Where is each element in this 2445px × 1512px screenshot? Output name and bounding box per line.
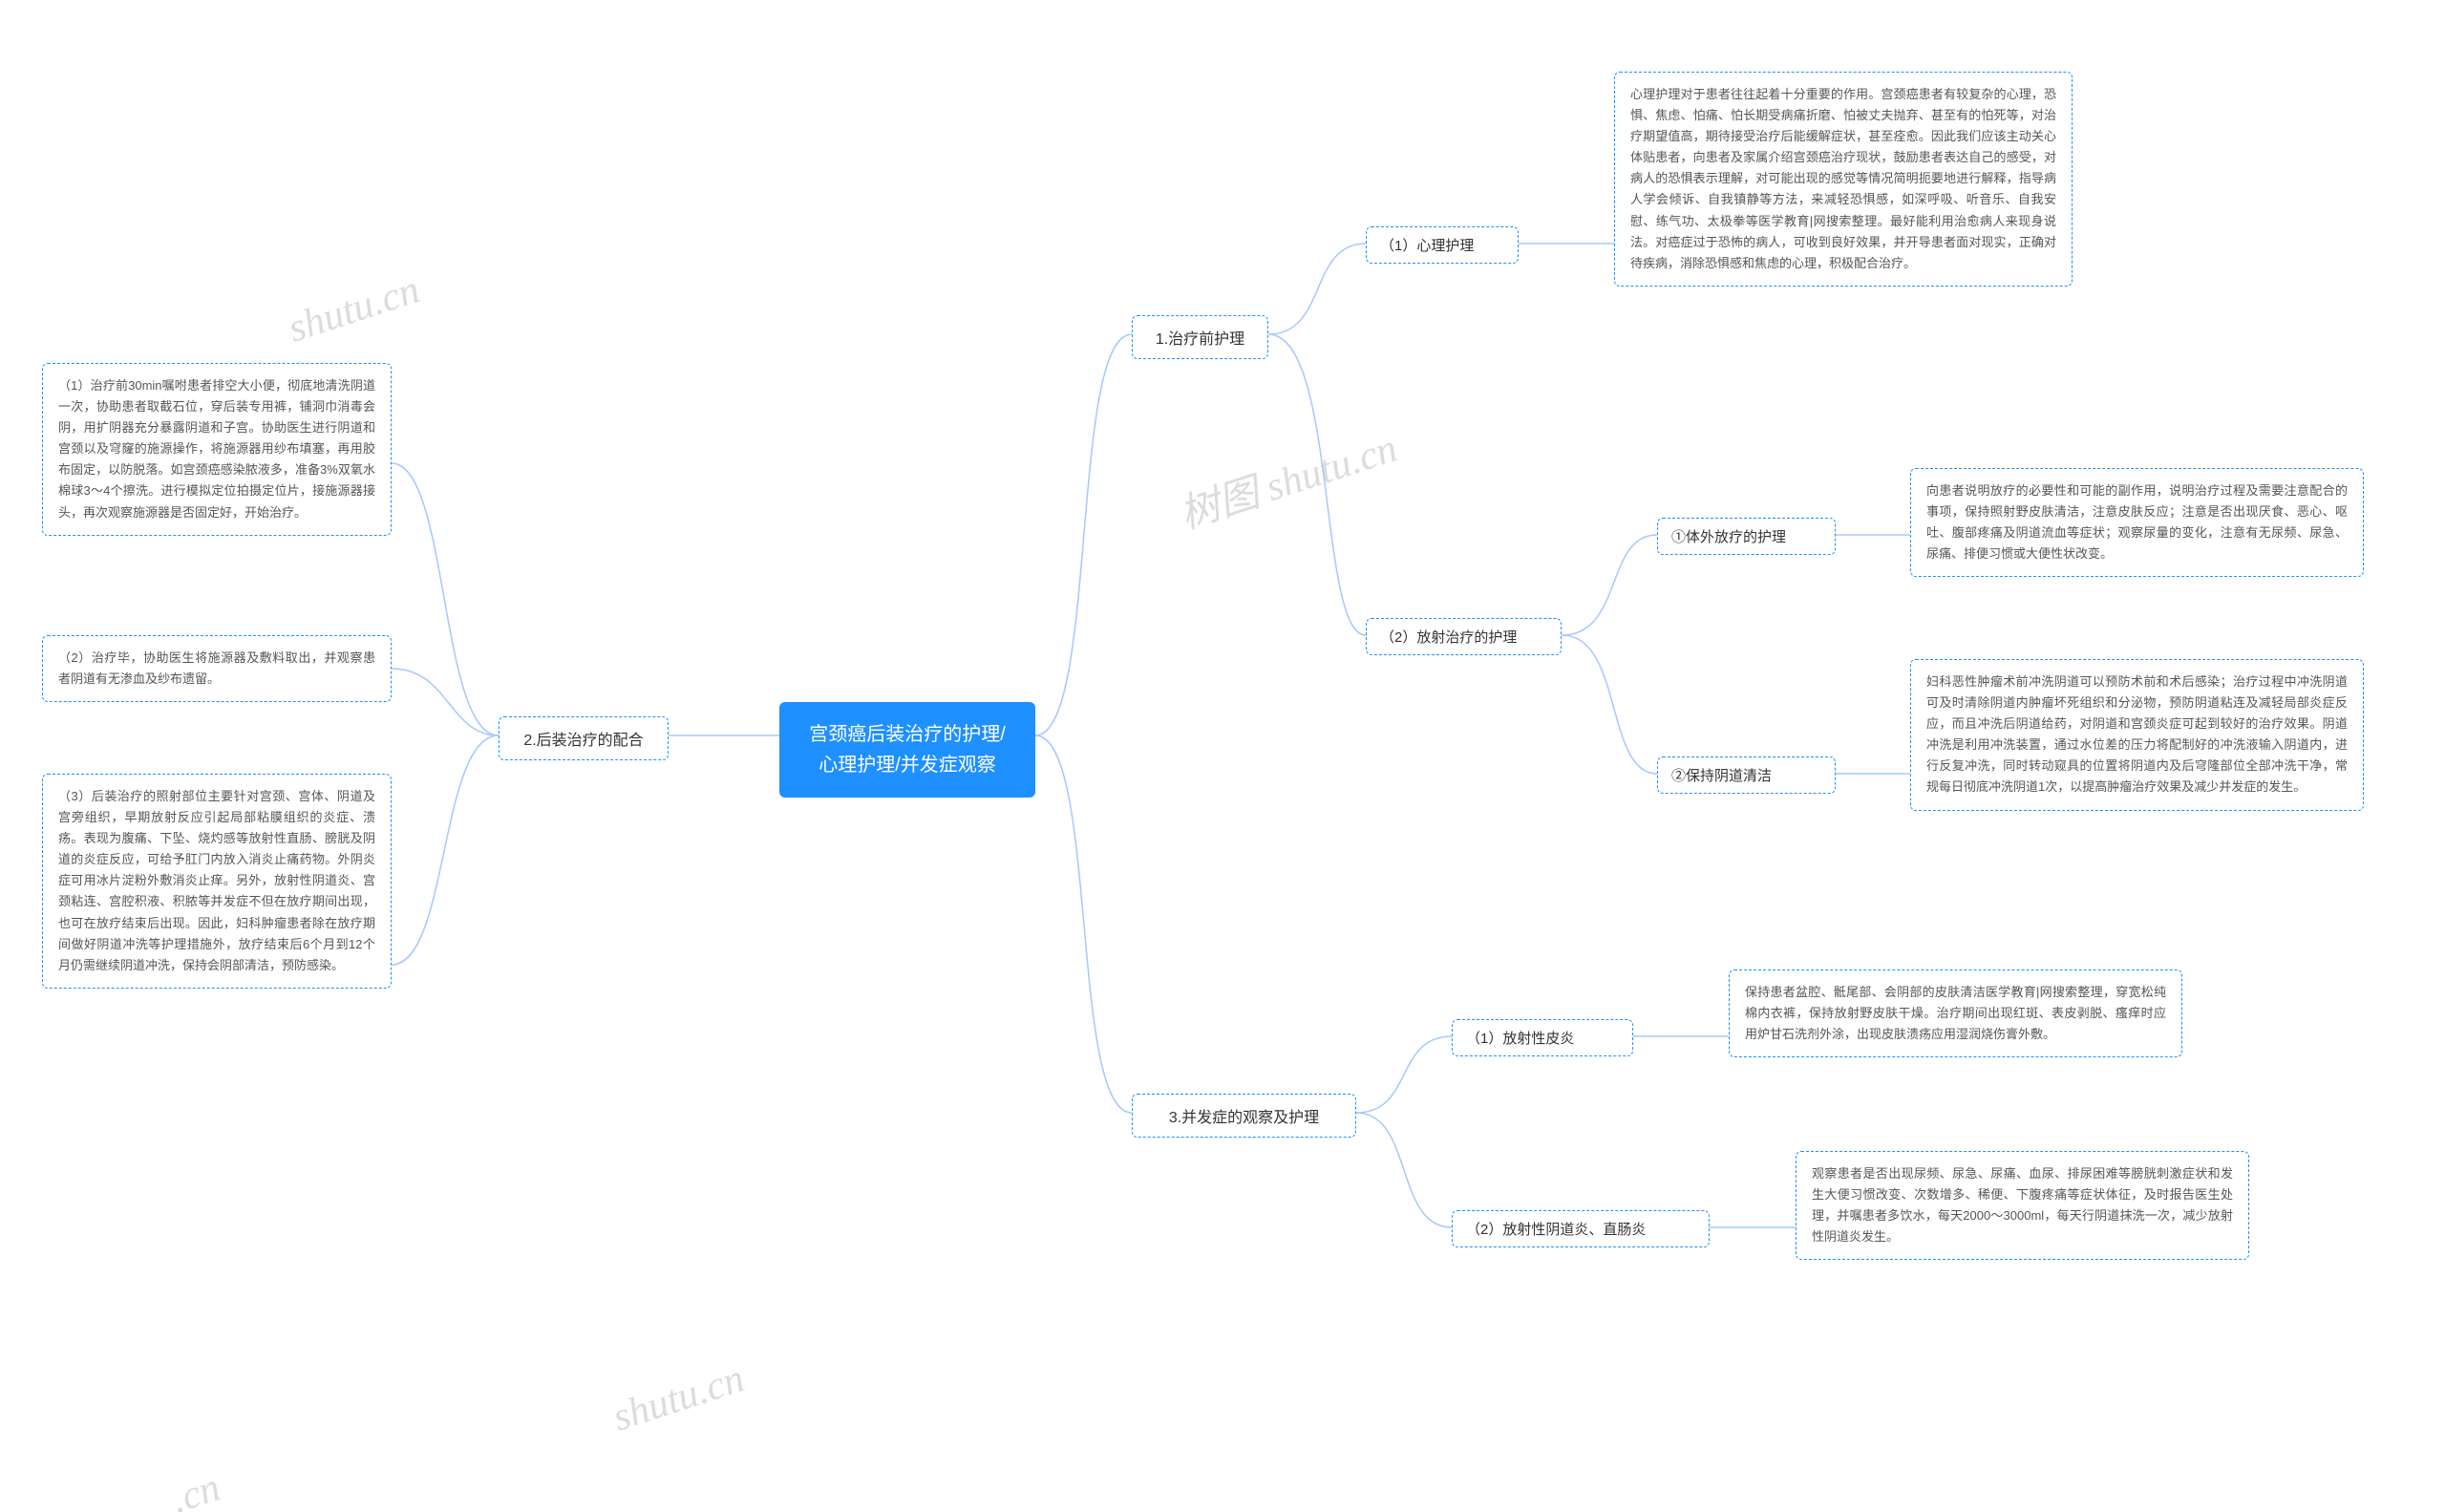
leaf-vaginal-clean: 妇科恶性肿瘤术前冲洗阴道可以预防术前和术后感染；治疗过程中冲洗阴道可及时清除阴道… [1910,659,2364,811]
branch-3-child-2: （2）放射性阴道炎、直肠炎 [1452,1210,1710,1247]
leaf-external-radio: 向患者说明放疗的必要性和可能的副作用，说明治疗过程及需要注意配合的事项，保持照射… [1910,468,2364,577]
branch-3-child-1: （1）放射性皮炎 [1452,1019,1633,1056]
leaf-rad-dermatitis: 保持患者盆腔、骶尾部、会阴部的皮肤清洁医学教育|网搜索整理，穿宽松纯棉内衣裤，保… [1729,969,2182,1057]
branch-2: 2.后装治疗的配合 [499,716,669,760]
branch-1-child-1: （1）心理护理 [1366,226,1519,264]
branch-1-child-2: （2）放射治疗的护理 [1366,618,1562,655]
leaf-b2-2: （2）治疗毕，协助医生将施源器及敷料取出，并观察患者阴道有无渗血及纱布遗留。 [42,635,392,702]
watermark: .cn [166,1464,226,1512]
branch-1-2-d1: ①体外放疗的护理 [1657,518,1836,555]
branch-3: 3.并发症的观察及护理 [1132,1094,1356,1138]
leaf-b2-3: （3）后装治疗的照射部位主要针对宫颈、宫体、阴道及宫旁组织，早期放射反应引起局部… [42,774,392,989]
watermark: shutu.cn [283,266,425,351]
watermark: 树图 shutu.cn [1171,415,1403,541]
watermark: shutu.cn [607,1355,750,1440]
root-node: 宫颈癌后装治疗的护理/心理护理/并发症观察 [779,702,1035,798]
leaf-b2-1: （1）治疗前30min嘱咐患者排空大小便，彻底地清洗阴道一次，协助患者取截石位，… [42,363,392,536]
branch-1: 1.治疗前护理 [1132,315,1268,359]
leaf-psych-care: 心理护理对于患者往往起着十分重要的作用。宫颈癌患者有较复杂的心理，恐惧、焦虑、怕… [1614,72,2073,287]
branch-1-2-d2: ②保持阴道清洁 [1657,756,1836,794]
leaf-rad-vaginitis: 观察患者是否出现尿频、尿急、尿痛、血尿、排尿困难等膀胱刺激症状和发生大便习惯改变… [1796,1151,2249,1260]
